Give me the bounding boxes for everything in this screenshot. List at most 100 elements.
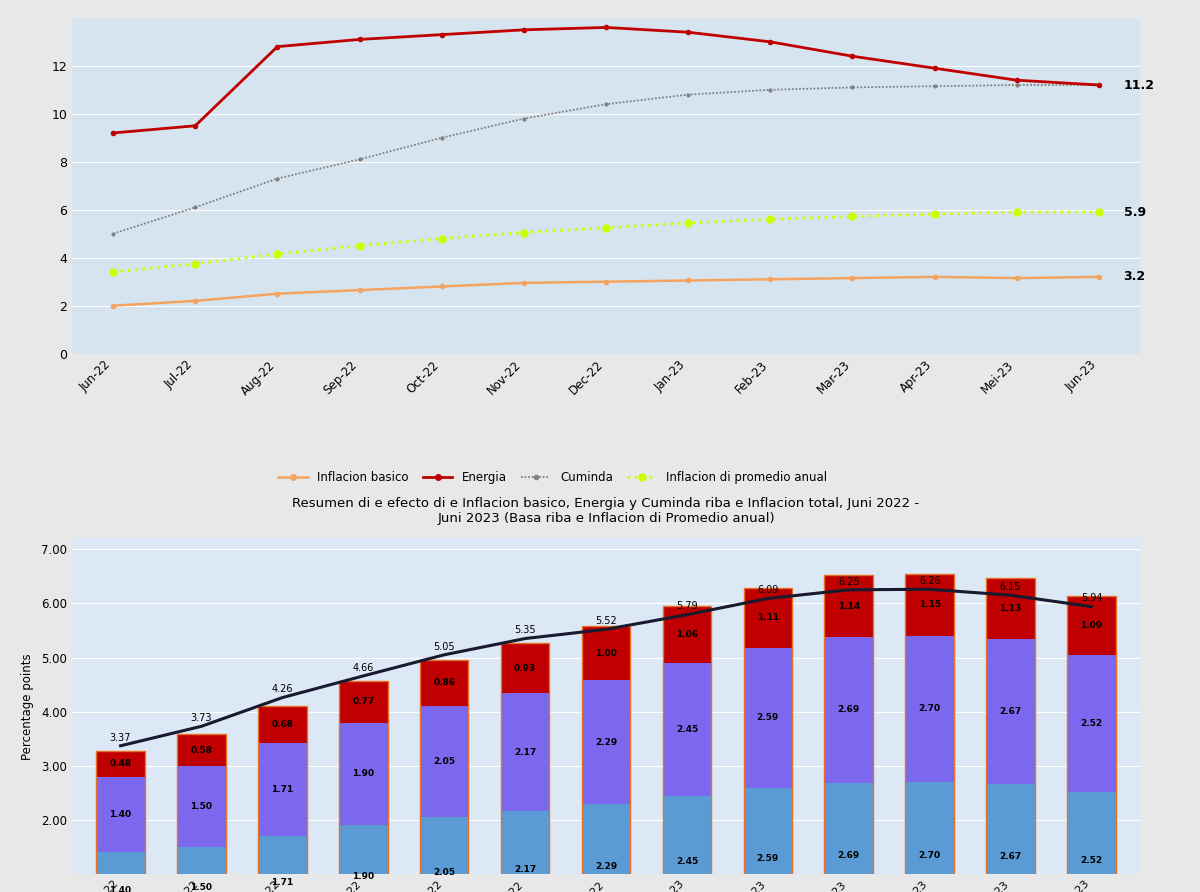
Text: 0.48: 0.48: [109, 759, 132, 768]
Bar: [500, 693, 550, 811]
Bar: [178, 766, 226, 847]
Bar: [662, 796, 712, 892]
Text: 0.68: 0.68: [271, 720, 293, 729]
Text: 6.09: 6.09: [757, 585, 779, 595]
Text: 1.71: 1.71: [271, 785, 294, 794]
Text: 2.59: 2.59: [757, 854, 779, 863]
Text: 3.2: 3.2: [1123, 270, 1146, 284]
Text: 5.35: 5.35: [515, 625, 536, 635]
Text: 2.29: 2.29: [595, 738, 617, 747]
Text: 2.05: 2.05: [433, 868, 455, 878]
Text: 2.17: 2.17: [514, 747, 536, 756]
Text: 2.17: 2.17: [514, 865, 536, 874]
Text: 5.52: 5.52: [595, 616, 617, 626]
Text: 1.71: 1.71: [271, 878, 294, 887]
Text: 6.25: 6.25: [838, 576, 859, 587]
Text: 1.15: 1.15: [918, 600, 941, 609]
Y-axis label: Percentage points: Percentage points: [22, 653, 34, 760]
Bar: [744, 588, 792, 892]
Bar: [744, 648, 792, 788]
Bar: [986, 578, 1034, 639]
Bar: [420, 817, 468, 892]
Bar: [500, 643, 550, 693]
Bar: [340, 723, 388, 825]
Bar: [420, 660, 468, 706]
Text: 1.09: 1.09: [1080, 622, 1103, 631]
Text: 1.13: 1.13: [1000, 604, 1021, 613]
Bar: [420, 660, 468, 892]
Text: 5.94: 5.94: [1081, 593, 1103, 603]
Title: Resumen di e efecto di e Inflacion basico, Energia y Cuminda riba e Inflacion to: Resumen di e efecto di e Inflacion basic…: [293, 497, 919, 524]
Text: 2.45: 2.45: [676, 725, 698, 734]
Bar: [905, 782, 954, 892]
Bar: [258, 706, 307, 892]
Text: 2.45: 2.45: [676, 857, 698, 866]
Text: 1.90: 1.90: [353, 872, 374, 881]
Bar: [258, 706, 307, 743]
Bar: [340, 681, 388, 723]
Text: 1.11: 1.11: [757, 613, 779, 623]
Bar: [824, 637, 872, 782]
Text: 2.59: 2.59: [757, 714, 779, 723]
Bar: [340, 825, 388, 892]
Bar: [500, 643, 550, 892]
Bar: [662, 606, 712, 892]
Bar: [582, 626, 630, 892]
Bar: [744, 588, 792, 648]
Bar: [905, 636, 954, 782]
Bar: [96, 777, 145, 853]
Bar: [420, 706, 468, 817]
Text: 0.93: 0.93: [514, 664, 536, 673]
Text: 2.29: 2.29: [595, 862, 617, 871]
Bar: [986, 784, 1034, 892]
Bar: [1067, 597, 1116, 656]
Bar: [340, 681, 388, 892]
Text: 1.50: 1.50: [191, 802, 212, 811]
Text: 11.2: 11.2: [1123, 78, 1154, 92]
Text: 1.14: 1.14: [838, 601, 860, 610]
Bar: [824, 782, 872, 892]
Bar: [824, 575, 872, 637]
Bar: [1067, 656, 1116, 792]
Bar: [582, 805, 630, 892]
Bar: [500, 811, 550, 892]
Bar: [744, 788, 792, 892]
Bar: [178, 734, 226, 892]
Bar: [178, 734, 226, 766]
Bar: [178, 847, 226, 892]
Bar: [582, 681, 630, 805]
Text: 4.66: 4.66: [353, 663, 374, 673]
Bar: [96, 751, 145, 777]
Text: 1.00: 1.00: [595, 648, 617, 657]
Legend: Inflacion basico, Energia, Cuminda, Inflacion di promedio anual: Inflacion basico, Energia, Cuminda, Infl…: [274, 467, 832, 489]
Text: 2.52: 2.52: [1080, 855, 1103, 864]
Bar: [258, 743, 307, 836]
Text: 2.69: 2.69: [838, 706, 860, 714]
Text: 6.26: 6.26: [919, 576, 941, 586]
Bar: [905, 574, 954, 636]
Text: 3.73: 3.73: [191, 713, 212, 723]
Bar: [662, 663, 712, 796]
Text: 2.70: 2.70: [918, 851, 941, 860]
Text: 2.67: 2.67: [1000, 852, 1021, 861]
Text: 6.15: 6.15: [1000, 582, 1021, 592]
Text: 0.77: 0.77: [352, 698, 374, 706]
Text: 5.79: 5.79: [676, 601, 697, 612]
Text: 1.50: 1.50: [191, 883, 212, 892]
Text: 0.86: 0.86: [433, 679, 455, 688]
Bar: [96, 853, 145, 892]
Bar: [96, 751, 145, 892]
Text: 2.05: 2.05: [433, 757, 455, 766]
Text: 1.90: 1.90: [353, 770, 374, 779]
Bar: [582, 626, 630, 681]
Bar: [662, 606, 712, 663]
Text: 2.70: 2.70: [918, 705, 941, 714]
Bar: [824, 575, 872, 892]
Text: 0.58: 0.58: [191, 746, 212, 755]
Text: 2.52: 2.52: [1080, 719, 1103, 728]
Text: 2.69: 2.69: [838, 851, 860, 860]
Bar: [1067, 597, 1116, 892]
Text: 1.40: 1.40: [109, 810, 132, 819]
Text: 1.40: 1.40: [109, 886, 132, 892]
Text: 2.67: 2.67: [1000, 706, 1021, 716]
